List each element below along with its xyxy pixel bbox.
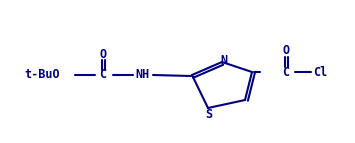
Text: NH: NH: [136, 68, 150, 82]
Text: C: C: [99, 68, 106, 82]
Text: N: N: [220, 53, 228, 66]
Text: O: O: [283, 44, 290, 57]
Text: C: C: [283, 65, 290, 79]
Text: Cl: Cl: [313, 65, 327, 79]
Text: O: O: [99, 47, 106, 60]
Text: S: S: [206, 109, 213, 122]
Text: t-BuO: t-BuO: [24, 68, 60, 82]
